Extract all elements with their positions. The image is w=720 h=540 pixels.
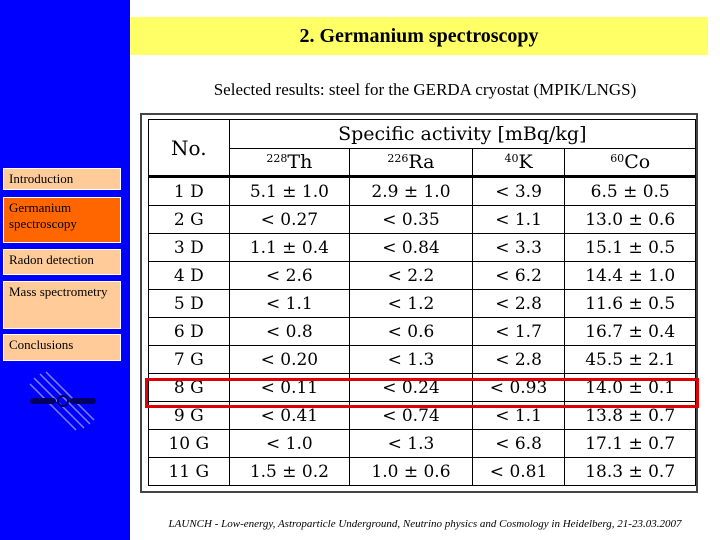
cell-activity: < 0.81 — [471, 457, 566, 486]
nav-item-conclusions[interactable]: Conclusions — [3, 334, 121, 361]
cell-activity: 1.5 ± 0.2 — [228, 457, 351, 486]
cell-activity: < 1.1 — [471, 401, 566, 430]
cell-activity: < 0.74 — [349, 401, 473, 430]
nav-item-label: Introduction — [9, 171, 74, 186]
cell-sample-no: 3 D — [148, 233, 230, 262]
isotope-symbol: Th — [287, 151, 313, 173]
cell-sample-no: 5 D — [148, 289, 230, 318]
cell-activity: < 2.6 — [228, 261, 351, 290]
cell-activity: < 1.3 — [349, 429, 473, 458]
cell-activity: < 0.20 — [228, 345, 351, 374]
cell-activity: < 2.8 — [471, 289, 566, 318]
cell-activity: 2.9 ± 1.0 — [349, 175, 473, 206]
cell-sample-no: 9 G — [148, 401, 230, 430]
cell-activity: < 1.3 — [349, 345, 473, 374]
cell-activity: < 1.1 — [471, 205, 566, 234]
header-isotope: 40K — [471, 148, 566, 177]
nav-item-radon-detection[interactable]: Radon detection — [3, 249, 121, 275]
isotope-mass: 40 — [504, 152, 519, 165]
cell-activity: 17.1 ± 0.7 — [564, 429, 696, 458]
cell-activity: 11.6 ± 0.5 — [564, 289, 696, 318]
footer-text: LAUNCH - Low-energy, Astroparticle Under… — [168, 518, 682, 530]
cell-activity: < 1.7 — [471, 317, 566, 346]
cell-sample-no: 4 D — [148, 261, 230, 290]
cell-activity: < 0.24 — [349, 373, 473, 402]
specific-activity-table: No. Specific activity [mBq/kg] 228Th 226R… — [148, 119, 697, 486]
header-isotope: 228Th — [228, 148, 351, 177]
slide-title: 2. Germanium spectroscopy — [299, 24, 539, 47]
header-isotope: 60Co — [564, 148, 696, 177]
table-row: 8 G < 0.11 < 0.24 < 0.93 14.0 ± 0.1 — [148, 373, 696, 402]
cell-activity: 15.1 ± 0.5 — [564, 233, 696, 262]
nav-item-label: Conclusions — [9, 337, 74, 352]
cell-activity: 45.5 ± 2.1 — [564, 345, 696, 374]
cell-activity: < 2.8 — [471, 345, 566, 374]
table-row: 10 G < 1.0 < 1.3 < 6.8 17.1 ± 0.7 — [148, 429, 696, 458]
cell-activity: < 0.11 — [228, 373, 351, 402]
table-row: 6 D < 0.8 < 0.6 < 1.7 16.7 ± 0.4 — [148, 317, 696, 346]
cell-activity: 18.3 ± 0.7 — [564, 457, 696, 486]
cell-sample-no: 8 G — [148, 373, 230, 402]
cell-sample-no: 10 G — [148, 429, 230, 458]
cell-activity: < 6.8 — [471, 429, 566, 458]
table-row: 5 D < 1.1 < 1.2 < 2.8 11.6 ± 0.5 — [148, 289, 696, 318]
cell-activity: < 0.6 — [349, 317, 473, 346]
cell-activity: 5.1 ± 1.0 — [228, 175, 351, 206]
cell-sample-no: 2 G — [148, 205, 230, 234]
cell-activity: < 3.3 — [471, 233, 566, 262]
cell-sample-no: 6 D — [148, 317, 230, 346]
cell-activity: < 2.2 — [349, 261, 473, 290]
slide-subtitle: Selected results: steel for the GERDA cr… — [213, 80, 637, 99]
cell-activity: 1.1 ± 0.4 — [228, 233, 351, 262]
cell-activity: < 1.1 — [228, 289, 351, 318]
isotope-mass: 60 — [610, 152, 625, 165]
cell-activity: < 0.8 — [228, 317, 351, 346]
table-row: 9 G < 0.41 < 0.74 < 1.1 13.8 ± 0.7 — [148, 401, 696, 430]
table-row: 3 D 1.1 ± 0.4 < 0.84 < 3.3 15.1 ± 0.5 — [148, 233, 696, 262]
table-row: 11 G 1.5 ± 0.2 1.0 ± 0.6 < 0.81 18.3 ± 0.7 — [148, 457, 696, 486]
isotope-symbol: Co — [624, 151, 651, 173]
cell-activity: < 6.2 — [471, 261, 566, 290]
table-panel: No. Specific activity [mBq/kg] 228Th 226R… — [140, 113, 698, 493]
cell-activity: < 3.9 — [471, 175, 566, 206]
header-specific-activity: Specific activity [mBq/kg] — [228, 119, 697, 149]
cell-activity: 1.0 ± 0.6 — [349, 457, 473, 486]
nav-item-mass-spectrometry[interactable]: Mass spectrometry — [3, 281, 121, 329]
cell-activity: < 0.35 — [349, 205, 473, 234]
isotope-mass: 226 — [387, 152, 409, 165]
bar-magnet-logo-icon — [29, 371, 96, 431]
cell-activity: 14.4 ± 1.0 — [564, 261, 696, 290]
cell-activity: < 0.93 — [471, 373, 566, 402]
cell-activity: < 0.27 — [228, 205, 351, 234]
cell-activity: < 1.2 — [349, 289, 473, 318]
table-row: 1 D 5.1 ± 1.0 2.9 ± 1.0 < 3.9 6.5 ± 0.5 — [148, 175, 696, 206]
nav-item-introduction[interactable]: Introduction — [3, 168, 121, 190]
isotope-symbol: Ra — [408, 151, 435, 173]
cell-activity: < 1.0 — [228, 429, 351, 458]
cell-activity: 6.5 ± 0.5 — [564, 175, 696, 206]
title-bar: 2. Germanium spectroscopy — [130, 17, 708, 55]
header-no: No. — [148, 119, 230, 177]
table-row: 2 G < 0.27 < 0.35 < 1.1 13.0 ± 0.6 — [148, 205, 696, 234]
cell-activity: < 0.41 — [228, 401, 351, 430]
cell-activity: 16.7 ± 0.4 — [564, 317, 696, 346]
table-row: 4 D < 2.6 < 2.2 < 6.2 14.4 ± 1.0 — [148, 261, 696, 290]
cell-sample-no: 1 D — [148, 175, 230, 206]
cell-activity: 13.8 ± 0.7 — [564, 401, 696, 430]
header-isotope: 226Ra — [349, 148, 473, 177]
nav-item-label: Mass spectrometry — [9, 284, 108, 299]
isotope-mass: 228 — [266, 152, 288, 165]
isotope-symbol: K — [518, 151, 533, 173]
cell-sample-no: 11 G — [148, 457, 230, 486]
nav-item-label: Germanium spectroscopy — [9, 200, 77, 231]
cell-activity: < 0.84 — [349, 233, 473, 262]
nav-item-label: Radon detection — [9, 252, 94, 267]
nav-item-germanium-spectroscopy[interactable]: Germanium spectroscopy — [3, 197, 121, 243]
table-row: 7 G < 0.20 < 1.3 < 2.8 45.5 ± 2.1 — [148, 345, 696, 374]
cell-sample-no: 7 G — [148, 345, 230, 374]
cell-activity: 13.0 ± 0.6 — [564, 205, 696, 234]
cell-activity: 14.0 ± 0.1 — [564, 373, 696, 402]
